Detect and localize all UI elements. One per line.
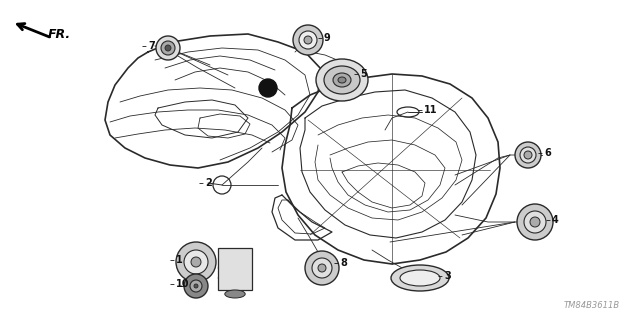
Text: –: – [537,148,542,158]
Circle shape [161,41,175,55]
Text: –: – [169,255,174,265]
Circle shape [305,251,339,285]
Text: –: – [437,271,442,281]
Text: –: – [333,258,338,268]
Circle shape [520,147,536,163]
Text: 3: 3 [444,271,451,281]
Text: –: – [317,33,322,43]
Ellipse shape [225,290,245,298]
Circle shape [517,204,553,240]
Circle shape [312,258,332,278]
Circle shape [184,250,208,274]
Text: 5: 5 [360,69,367,79]
Ellipse shape [400,270,440,286]
Circle shape [165,45,171,51]
Circle shape [191,257,201,267]
Text: –: – [545,215,550,225]
Text: FR.: FR. [48,28,71,41]
Text: 7: 7 [148,41,155,51]
Ellipse shape [391,265,449,291]
Circle shape [190,280,202,292]
Circle shape [259,79,277,97]
Text: –: – [353,69,358,79]
Circle shape [318,264,326,272]
Ellipse shape [324,66,360,94]
Text: –: – [141,41,146,51]
Text: 9: 9 [324,33,331,43]
Text: 6: 6 [544,148,551,158]
Text: 10: 10 [176,279,189,289]
Text: 4: 4 [552,215,559,225]
FancyBboxPatch shape [218,248,252,290]
Text: 2: 2 [205,178,212,188]
Ellipse shape [338,77,346,83]
Circle shape [194,284,198,288]
Circle shape [530,217,540,227]
Text: TM84B3611B: TM84B3611B [564,301,620,310]
Circle shape [184,274,208,298]
Circle shape [524,211,546,233]
Text: –: – [169,279,174,289]
Ellipse shape [333,73,351,87]
Text: –: – [417,105,422,115]
Circle shape [299,31,317,49]
Text: –: – [198,178,203,188]
Text: 11: 11 [424,105,438,115]
Text: 8: 8 [340,258,347,268]
Text: 1: 1 [176,255,183,265]
Circle shape [524,151,532,159]
Circle shape [156,36,180,60]
Circle shape [176,242,216,282]
Circle shape [293,25,323,55]
Circle shape [515,142,541,168]
Circle shape [304,36,312,44]
Ellipse shape [316,59,368,101]
